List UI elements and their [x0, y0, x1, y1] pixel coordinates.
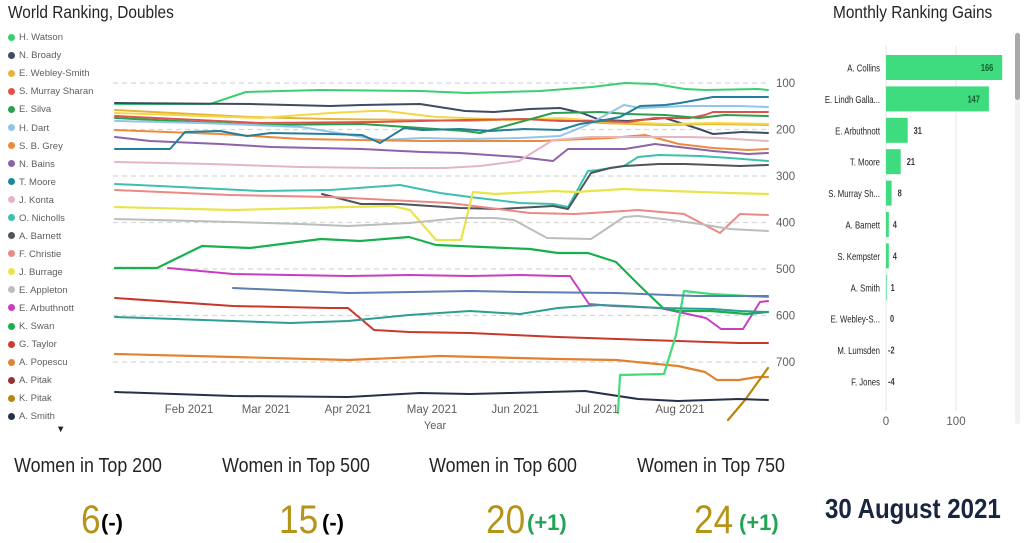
- svg-text:E. Lindh Galla...: E. Lindh Galla...: [825, 94, 880, 105]
- svg-text:600: 600: [776, 311, 795, 323]
- svg-text:S. Kempster: S. Kempster: [837, 251, 880, 262]
- svg-text:S. Murray Sh...: S. Murray Sh...: [828, 188, 880, 199]
- svg-text:8: 8: [898, 188, 902, 199]
- svg-text:147: 147: [968, 93, 980, 104]
- svg-text:200: 200: [776, 125, 795, 137]
- svg-text:A. Smith: A. Smith: [851, 282, 880, 293]
- svg-text:166: 166: [981, 62, 993, 73]
- svg-text:4: 4: [893, 250, 897, 261]
- svg-text:F. Jones: F. Jones: [851, 376, 880, 387]
- svg-text:21: 21: [907, 156, 915, 167]
- svg-text:-2: -2: [888, 345, 895, 356]
- svg-text:700: 700: [776, 357, 795, 369]
- svg-text:100: 100: [946, 416, 965, 428]
- svg-text:A. Collins: A. Collins: [847, 62, 880, 73]
- svg-text:0: 0: [883, 416, 889, 428]
- svg-text:4: 4: [893, 219, 897, 230]
- svg-text:-4: -4: [888, 376, 895, 387]
- svg-text:100: 100: [776, 78, 795, 90]
- svg-text:E. Webley-S...: E. Webley-S...: [831, 314, 880, 325]
- svg-text:M. Lumsden: M. Lumsden: [837, 345, 880, 356]
- svg-text:500: 500: [776, 264, 795, 276]
- svg-text:31: 31: [914, 125, 922, 136]
- svg-text:T. Moore: T. Moore: [850, 157, 880, 168]
- svg-text:E. Arbuthnott: E. Arbuthnott: [835, 125, 880, 136]
- svg-text:1: 1: [891, 282, 895, 293]
- svg-text:400: 400: [776, 218, 795, 230]
- svg-text:300: 300: [776, 171, 795, 183]
- svg-text:A. Barnett: A. Barnett: [846, 219, 881, 230]
- svg-text:0: 0: [890, 313, 894, 324]
